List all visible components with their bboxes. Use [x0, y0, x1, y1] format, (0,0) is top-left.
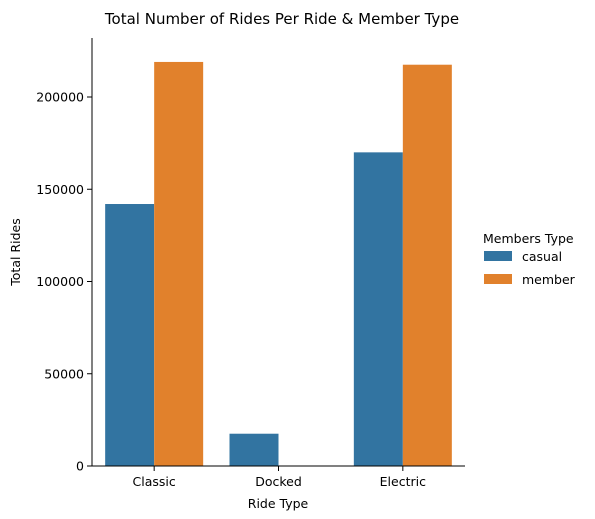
legend-title: Members Type [483, 231, 574, 246]
y-tick-label-100000: 100000 [36, 274, 84, 289]
chart-title: Total Number of Rides Per Ride & Member … [104, 10, 459, 28]
x-tick-label-docked: Docked [255, 474, 302, 489]
bar-member-classic [154, 61, 204, 466]
bar-casual-docked [229, 433, 279, 466]
y-tick-label-150000: 150000 [36, 182, 84, 197]
legend: Members Type casual member [483, 231, 576, 287]
x-axis-label: Ride Type [248, 496, 309, 511]
legend-label-member: member [522, 272, 576, 287]
y-tick-label-200000: 200000 [36, 90, 84, 105]
x-axis-ticks: Classic Docked Electric [133, 466, 426, 489]
legend-swatch-casual [484, 251, 512, 261]
legend-swatch-member [484, 274, 512, 284]
x-tick-label-electric: Electric [380, 474, 426, 489]
bars [105, 61, 452, 467]
y-axis-label: Total Rides [8, 218, 23, 286]
x-tick-label-classic: Classic [133, 474, 176, 489]
legend-label-casual: casual [522, 249, 562, 264]
bar-member-electric [402, 64, 452, 467]
bar-casual-classic [105, 204, 155, 466]
y-axis-ticks: 0 50000 100000 150000 200000 [36, 90, 92, 474]
bar-casual-electric [353, 152, 403, 466]
y-tick-label-50000: 50000 [44, 366, 84, 381]
y-tick-label-0: 0 [76, 459, 84, 474]
